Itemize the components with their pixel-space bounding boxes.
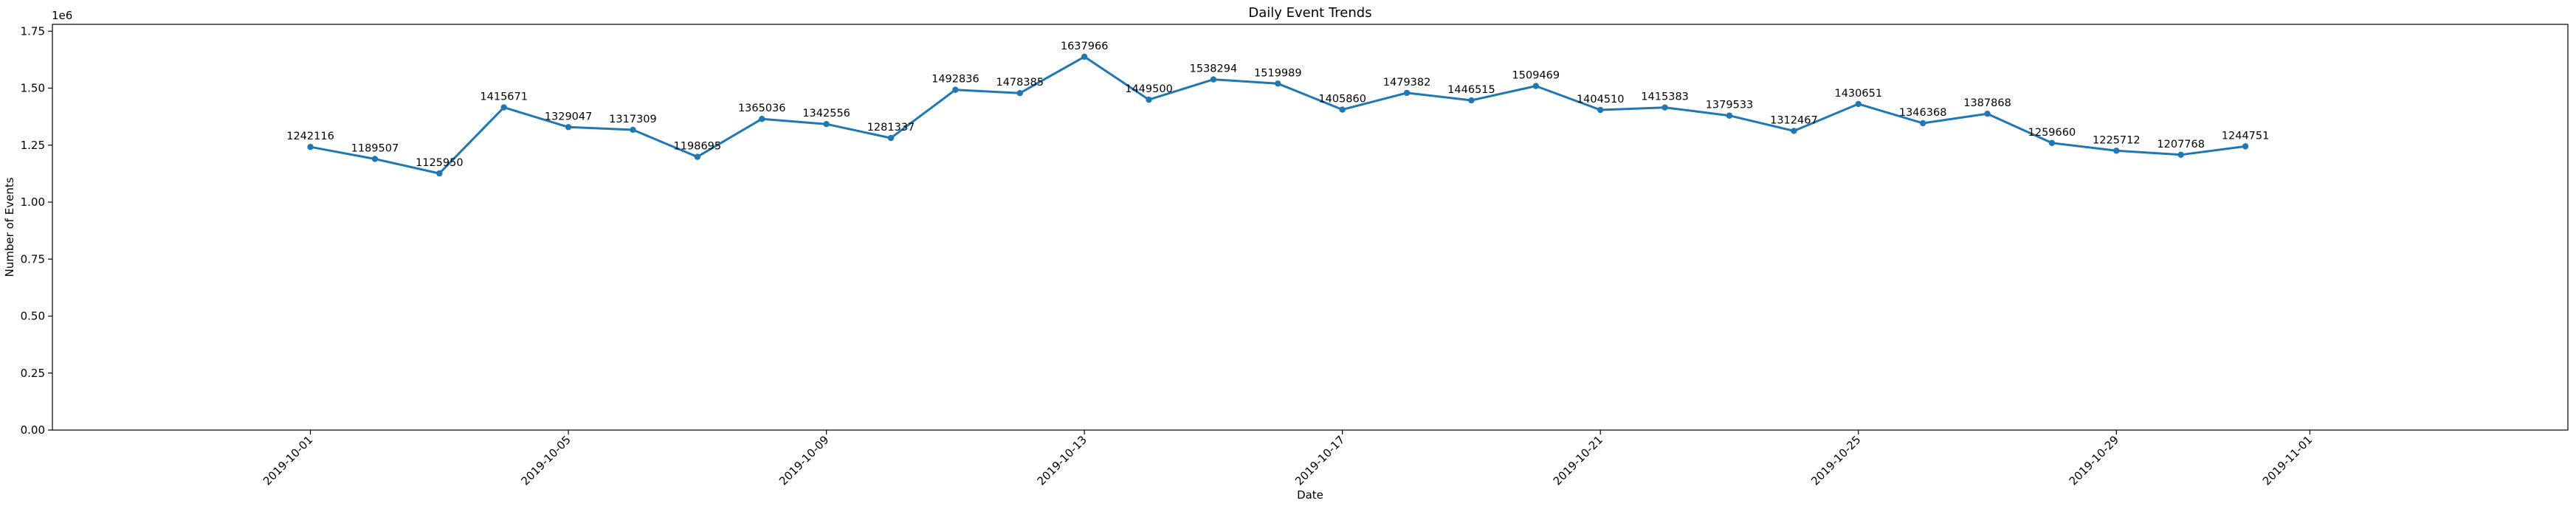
data-label: 1312467 xyxy=(1770,114,1818,126)
data-label: 1479382 xyxy=(1383,77,1431,89)
data-point xyxy=(2242,143,2249,150)
data-label: 1125950 xyxy=(416,157,464,169)
x-tick-label: 2019-10-21 xyxy=(1551,433,1605,488)
data-point xyxy=(1403,89,1411,97)
data-point xyxy=(694,153,701,160)
data-label: 1225712 xyxy=(2093,134,2141,146)
y-tick-label: 0.25 xyxy=(21,367,45,380)
data-point xyxy=(1468,97,1475,104)
x-tick-label: 2019-11-01 xyxy=(2260,433,2315,488)
data-point xyxy=(1791,128,1797,134)
data-point xyxy=(436,170,443,177)
data-label: 1207768 xyxy=(2157,139,2205,150)
data-label: 1446515 xyxy=(1447,84,1495,96)
data-point xyxy=(759,116,765,122)
data-point xyxy=(1532,83,1540,89)
data-label: 1415671 xyxy=(480,91,528,103)
y-tick-label: 1.25 xyxy=(21,139,45,152)
x-tick-label: 2019-10-17 xyxy=(1292,433,1347,488)
x-tick-label: 2019-10-01 xyxy=(261,433,315,488)
x-tick-label: 2019-10-09 xyxy=(776,433,831,488)
y-axis-title: Number of Events xyxy=(3,177,16,277)
data-label: 1415383 xyxy=(1641,91,1689,103)
data-point xyxy=(1146,96,1152,103)
y-axis: 0.00 0.25 0.50 0.75 1.00 1.25 1.50 1.75 xyxy=(21,24,52,437)
data-point xyxy=(500,104,507,111)
y-tick-label: 0.75 xyxy=(21,252,45,266)
series-events xyxy=(307,53,2249,177)
data-point xyxy=(2113,148,2120,154)
y-tick-label: 1.50 xyxy=(21,82,45,95)
data-label: 1365036 xyxy=(738,103,786,114)
data-point xyxy=(1984,110,1991,117)
plot-frame xyxy=(52,24,2569,431)
x-tick-label: 2019-10-25 xyxy=(1808,433,1863,488)
data-point xyxy=(630,126,636,134)
data-point xyxy=(1855,100,1862,108)
data-point xyxy=(1597,106,1604,114)
data-point xyxy=(1661,104,1668,111)
data-point xyxy=(1016,89,1023,97)
data-label: 1478385 xyxy=(996,77,1044,89)
y-tick-label: 1.75 xyxy=(21,24,45,38)
data-point xyxy=(307,144,314,150)
data-point xyxy=(1210,76,1217,83)
y-tick-label: 0.00 xyxy=(21,423,45,437)
data-label: 1637966 xyxy=(1061,41,1109,52)
x-tick-label: 2019-10-05 xyxy=(519,433,574,488)
data-point xyxy=(371,156,379,162)
data-point xyxy=(1081,53,1088,60)
data-label: 1329047 xyxy=(545,111,593,122)
data-label: 1492836 xyxy=(931,74,979,86)
data-point xyxy=(2177,151,2184,159)
data-point xyxy=(1275,80,1281,87)
y-offset-text: 1e6 xyxy=(52,9,72,22)
data-labels: 1242116 1189507 1125950 1415671 1329047 13173… xyxy=(286,41,2269,169)
data-label: 1404510 xyxy=(1577,94,1625,105)
data-label: 1430651 xyxy=(1834,88,1882,100)
data-point xyxy=(1726,112,1733,119)
data-point xyxy=(823,120,830,128)
data-label: 1281337 xyxy=(867,122,915,134)
data-point xyxy=(952,86,959,93)
data-label: 1244751 xyxy=(2222,130,2270,142)
data-label: 1509469 xyxy=(1512,70,1560,82)
data-label: 1342556 xyxy=(802,108,850,120)
y-tick-label: 0.50 xyxy=(21,310,45,323)
data-label: 1449500 xyxy=(1125,83,1173,95)
data-label: 1346368 xyxy=(1899,107,1947,119)
data-point xyxy=(1919,120,1926,127)
data-point xyxy=(2048,139,2056,146)
data-point xyxy=(1339,106,1346,113)
data-label: 1379533 xyxy=(1706,100,1754,111)
x-axis: 2019-10-01 2019-10-05 2019-10-09 2019-10-13… xyxy=(261,430,2315,488)
x-axis-title: Date xyxy=(1297,488,1323,502)
data-label: 1242116 xyxy=(286,131,334,142)
data-point xyxy=(565,124,572,131)
data-label: 1189507 xyxy=(351,142,399,154)
data-label: 1538294 xyxy=(1190,63,1238,75)
data-label: 1198695 xyxy=(674,141,722,153)
data-label: 1259660 xyxy=(2028,127,2076,139)
chart-title: Daily Event Trends xyxy=(1248,5,1371,21)
data-label: 1317309 xyxy=(609,114,657,125)
data-label: 1405860 xyxy=(1318,94,1366,105)
x-tick-label: 2019-10-29 xyxy=(2067,433,2121,488)
y-tick-label: 1.00 xyxy=(21,195,45,209)
data-point xyxy=(887,134,895,142)
data-label: 1387868 xyxy=(1963,97,2011,109)
x-tick-label: 2019-10-13 xyxy=(1035,433,1089,488)
data-label: 1519989 xyxy=(1254,67,1302,79)
